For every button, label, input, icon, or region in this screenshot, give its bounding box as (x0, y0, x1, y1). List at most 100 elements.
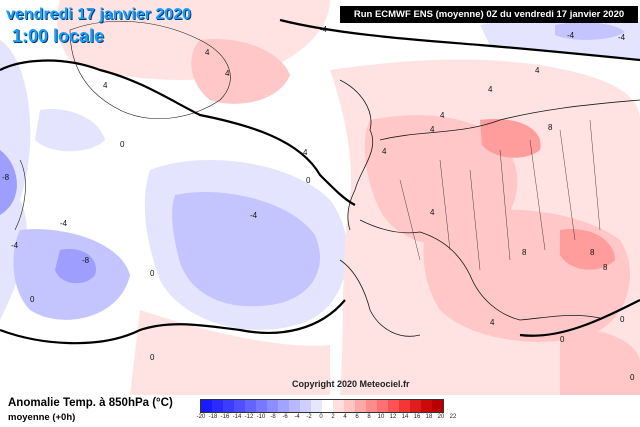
contour-label: 0 (120, 140, 125, 149)
color-scale-swatch (344, 400, 355, 412)
coastline-norway (339, 79, 374, 231)
contour-label: 4 (382, 147, 387, 156)
country-borders (399, 119, 601, 271)
contour-label: -4 (60, 219, 68, 228)
color-scale-swatch (212, 400, 223, 412)
color-scale-tick-label: 16 (413, 414, 421, 420)
contour-label: 8 (590, 248, 595, 257)
warm-max-east (560, 229, 615, 270)
contour-label: 0 (630, 373, 635, 382)
color-scale-swatch (399, 400, 410, 412)
color-scale-swatch (311, 400, 322, 412)
zero-contour-arctic (279, 18, 640, 62)
color-scale-tick-label: -10 (256, 414, 266, 420)
color-scale-swatch (333, 400, 344, 412)
contour-label: 4 (303, 148, 308, 157)
color-scale-swatch (256, 400, 267, 412)
color-scale: -20 -18 -16 -14 -12 -10 -8 -6 -4 -2 0 2 4 6 8 10 12 14 16 1… (196, 399, 468, 425)
color-scale-tick-label: -2 (306, 414, 312, 420)
contour-label: 4 (440, 111, 445, 120)
coastline-canada (14, 159, 26, 231)
contour-label: 8 (603, 263, 608, 272)
color-scale-tick-label: 4 (343, 414, 347, 420)
color-scale-swatch (366, 400, 377, 412)
contour-label: -8 (2, 173, 10, 182)
color-scale-swatch (410, 400, 421, 412)
color-scale-tick-label: 22 (449, 414, 457, 420)
zero-contour-southeast (519, 299, 640, 337)
color-scale-tick-label: 20 (437, 414, 445, 420)
coastline-greenland (69, 21, 231, 119)
color-scale-tick-label: -14 (232, 414, 242, 420)
contour-label: 4 (205, 48, 210, 57)
coastline-central-europe (359, 219, 601, 321)
forecast-date: vendredi 17 janvier 2020 (6, 6, 191, 23)
cold-core-north (555, 22, 625, 40)
contour-label: 4 (103, 81, 108, 90)
zero-contour-north (0, 59, 356, 206)
contour-label: 4 (535, 66, 540, 75)
color-scale-tick-label: -18 (208, 414, 218, 420)
color-scale-swatch (278, 400, 289, 412)
contour-label: 8 (548, 123, 553, 132)
color-scale-tick-label: 10 (377, 414, 385, 420)
contour-label: 0 (150, 353, 155, 362)
color-scale-tick-label: 8 (367, 414, 371, 420)
cold-core-atlantic (55, 249, 96, 284)
legend-title: Anomalie Temp. à 850hPa (°C) (8, 397, 173, 409)
color-scale-tick-label: -4 (294, 414, 300, 420)
cold-core-central (172, 191, 320, 307)
copyright-text: Copyright 2020 Meteociel.fr (292, 379, 410, 389)
contour-label: 0 (306, 176, 311, 185)
color-scale-tick-label: 2 (331, 414, 335, 420)
contour-label: 0 (560, 335, 565, 344)
warm-core-greenland (191, 39, 290, 104)
warm-region-south-atlantic (130, 310, 330, 395)
color-scale-tick-label: -20 (196, 414, 206, 420)
color-scale-swatch (322, 400, 333, 412)
color-scale-swatch (245, 400, 256, 412)
color-scale-tick-label: 12 (389, 414, 397, 420)
contour-label: 4 (430, 125, 435, 134)
color-scale-swatch (201, 400, 212, 412)
contour-label: 0 (30, 295, 35, 304)
color-scale-tick-label: 0 (319, 414, 323, 420)
color-scale-swatch (300, 400, 311, 412)
color-scale-swatch (377, 400, 388, 412)
color-scale-tick-label: 18 (425, 414, 433, 420)
color-scale-swatch (388, 400, 399, 412)
color-scale-swatch (223, 400, 234, 412)
color-scale-tick-label: 14 (401, 414, 409, 420)
color-scale-swatches (200, 399, 444, 413)
warm-region-southeast (560, 329, 640, 395)
contour-label: 4 (490, 318, 495, 327)
temperature-anomaly-map: 4 4 4 4 4 4 4 4 4 4 0 0 0 0 0 -4 -4 -8 -… (0, 0, 640, 395)
contour-label: 0 (150, 269, 155, 278)
run-info-banner: Run ECMWF ENS (moyenne) 0Z du vendredi 1… (340, 6, 638, 23)
color-scale-swatch (355, 400, 366, 412)
contour-label: -4 (618, 33, 626, 42)
forecast-time: 1:00 locale (12, 26, 105, 46)
color-scale-swatch (234, 400, 245, 412)
coastline-arctic (379, 99, 640, 141)
contour-label: -4 (320, 25, 328, 34)
contour-label: -4 (250, 211, 258, 220)
contour-label: 8 (522, 248, 527, 257)
legend-footer: Anomalie Temp. à 850hPa (°C) moyenne (+0… (0, 395, 640, 427)
contour-label: -4 (11, 241, 19, 250)
color-scale-tick-label: -6 (282, 414, 288, 420)
contour-label: 4 (430, 208, 435, 217)
coastline-iberia (339, 259, 421, 337)
color-scale-swatch (289, 400, 300, 412)
contour-label: 4 (225, 69, 230, 78)
contour-label: 0 (620, 315, 625, 324)
color-scale-tick-label: 6 (355, 414, 359, 420)
color-scale-ticks: -20 -18 -16 -14 -12 -10 -8 -6 -4 -2 0 2 4 6 8 10 12 14 16 1… (196, 414, 468, 424)
color-scale-swatch (432, 400, 443, 412)
cold-core-west (0, 150, 17, 215)
color-scale-swatch (267, 400, 278, 412)
color-scale-tick-label: -8 (270, 414, 276, 420)
zero-contour-south (0, 299, 346, 345)
color-scale-tick-label: -16 (220, 414, 230, 420)
